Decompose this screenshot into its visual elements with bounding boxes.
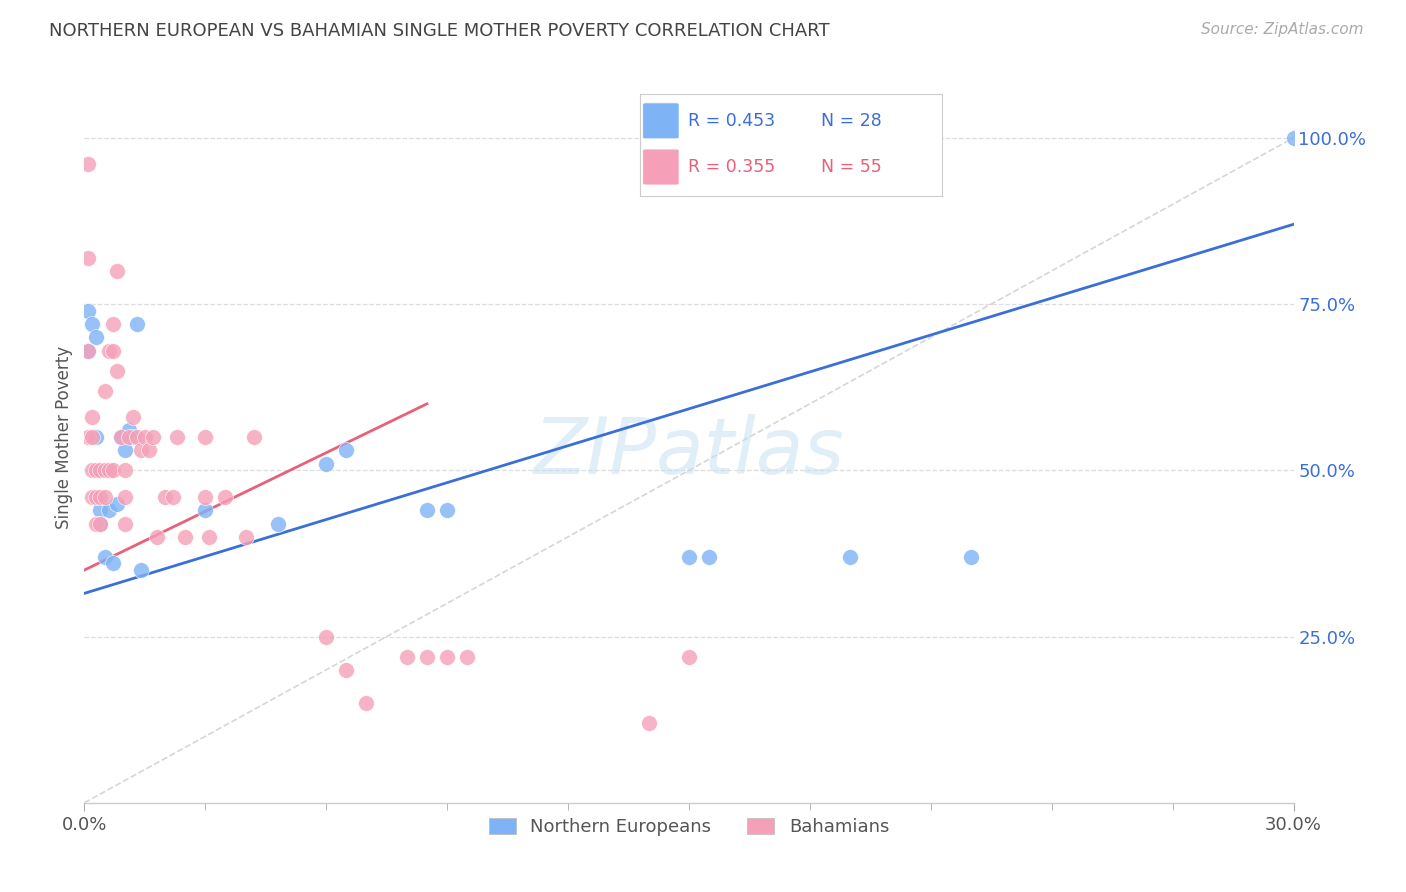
Point (89, 503, 111, 517)
Point (77, 343, 100, 358)
Point (174, 530, 197, 544)
Point (82, 317, 104, 331)
Point (86, 430, 108, 444)
Text: N = 55: N = 55 (821, 158, 882, 176)
Point (89, 463, 111, 477)
Point (86, 516, 108, 531)
Point (416, 503, 439, 517)
Point (356, 696, 378, 710)
Point (416, 649, 439, 664)
Point (121, 430, 143, 444)
Point (267, 516, 290, 531)
Point (194, 503, 217, 517)
Point (198, 530, 221, 544)
Point (129, 443, 152, 458)
Point (125, 430, 148, 444)
Point (114, 443, 136, 458)
Point (678, 549, 700, 564)
Point (335, 663, 357, 677)
Point (121, 410, 143, 425)
Point (89, 516, 111, 531)
Point (110, 430, 132, 444)
Point (97, 343, 120, 358)
Point (697, 549, 720, 564)
Point (101, 343, 124, 358)
Point (118, 424, 141, 438)
Point (118, 430, 141, 444)
Point (86, 463, 108, 477)
FancyBboxPatch shape (643, 149, 679, 185)
Point (146, 530, 169, 544)
Point (101, 317, 124, 331)
Point (436, 649, 458, 664)
Point (105, 264, 128, 278)
Point (395, 649, 418, 664)
Point (97, 503, 120, 517)
Point (960, 549, 983, 564)
Point (194, 490, 217, 504)
Point (82, 430, 104, 444)
Point (315, 630, 337, 644)
Point (214, 490, 236, 504)
Point (456, 649, 478, 664)
Point (77, 251, 100, 265)
Legend: Northern Europeans, Bahamians: Northern Europeans, Bahamians (479, 809, 898, 845)
Text: Source: ZipAtlas.com: Source: ZipAtlas.com (1201, 22, 1364, 37)
Point (138, 443, 160, 458)
Point (839, 549, 862, 564)
Point (134, 430, 156, 444)
Text: ZIPatlas: ZIPatlas (533, 414, 845, 490)
Text: N = 28: N = 28 (821, 112, 882, 130)
Point (77, 303, 100, 318)
Point (93, 463, 115, 477)
Point (315, 457, 337, 471)
Point (436, 503, 458, 517)
Text: NORTHERN EUROPEAN VS BAHAMIAN SINGLE MOTHER POVERTY CORRELATION CHART: NORTHERN EUROPEAN VS BAHAMIAN SINGLE MOT… (49, 22, 830, 40)
Point (105, 497, 128, 511)
Point (82, 490, 104, 504)
Text: R = 0.355: R = 0.355 (688, 158, 775, 176)
Point (86, 490, 108, 504)
Point (93, 490, 115, 504)
Point (194, 430, 217, 444)
Point (89, 490, 111, 504)
Point (114, 516, 136, 531)
Point (125, 317, 148, 331)
Text: R = 0.453: R = 0.453 (688, 112, 775, 130)
Point (166, 430, 188, 444)
Y-axis label: Single Mother Poverty: Single Mother Poverty (55, 345, 73, 529)
Point (637, 716, 659, 731)
Point (142, 430, 165, 444)
Point (82, 410, 104, 425)
Point (1282, 131, 1305, 145)
Point (82, 463, 104, 477)
Point (77, 430, 100, 444)
Point (129, 563, 152, 577)
Point (101, 463, 124, 477)
Point (89, 516, 111, 531)
Point (77, 343, 100, 358)
Point (114, 463, 136, 477)
Point (86, 330, 108, 344)
Point (678, 649, 700, 664)
Point (235, 530, 257, 544)
Point (97, 463, 120, 477)
Point (153, 490, 176, 504)
FancyBboxPatch shape (643, 103, 679, 139)
Point (77, 157, 100, 171)
Point (335, 443, 357, 458)
Point (105, 363, 128, 377)
Point (242, 430, 264, 444)
Point (114, 490, 136, 504)
Point (93, 549, 115, 564)
Point (162, 490, 184, 504)
Point (101, 557, 124, 571)
Point (110, 430, 132, 444)
Point (93, 384, 115, 398)
